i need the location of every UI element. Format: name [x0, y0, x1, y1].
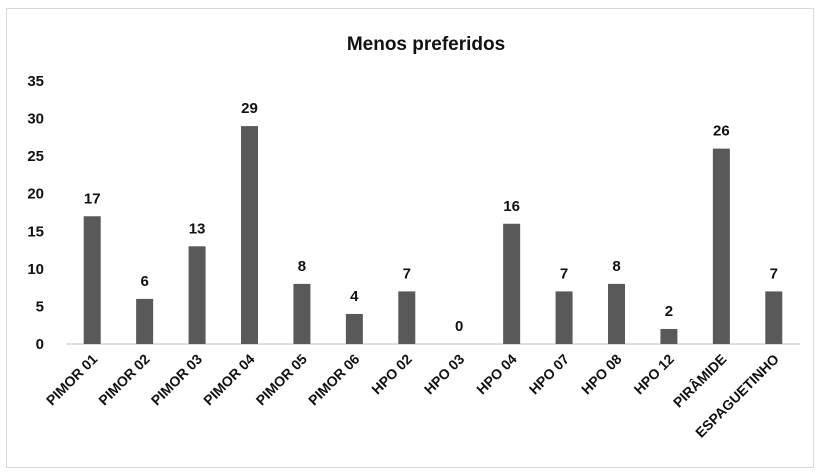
- bar: [503, 223, 521, 344]
- bar: [345, 313, 363, 344]
- x-tick-label: PIMOR 01: [43, 351, 101, 409]
- data-label: 26: [713, 123, 730, 140]
- data-label: 0: [455, 318, 463, 335]
- data-label: 6: [140, 273, 148, 290]
- x-tick-label: HPO 07: [526, 351, 573, 398]
- bar: [398, 291, 416, 344]
- y-axis-ticks: 0 5 10 15 20 25 30 35: [27, 73, 44, 353]
- data-label: 7: [403, 265, 411, 282]
- x-tick-label: HPO 12: [631, 351, 678, 398]
- bar: [188, 246, 206, 344]
- y-tick-label: 0: [36, 336, 44, 353]
- bar: [241, 126, 258, 344]
- data-label: 7: [560, 265, 568, 282]
- y-tick-label: 15: [27, 223, 44, 240]
- x-tick-label: PIMOR 02: [95, 351, 153, 409]
- data-label: 8: [298, 258, 306, 275]
- data-label: 17: [84, 190, 101, 207]
- bar: [136, 298, 154, 344]
- x-tick-label: HPO 03: [421, 351, 468, 398]
- chart-frame: [6, 8, 814, 468]
- data-label: 2: [665, 303, 673, 320]
- bar: [712, 148, 730, 344]
- data-labels: 17 6 13 29 8 4 7 0 16 7 8 2 26 7: [84, 100, 778, 335]
- data-label: 13: [189, 220, 206, 237]
- y-tick-label: 35: [27, 73, 44, 90]
- chart-title: Menos preferidos: [347, 34, 505, 55]
- y-tick-label: 10: [27, 261, 44, 278]
- x-tick-label: PIMOR 06: [305, 351, 363, 409]
- x-tick-label: HPO 08: [578, 351, 625, 398]
- data-label: 4: [350, 288, 359, 305]
- data-label: 16: [503, 198, 520, 215]
- y-tick-label: 5: [36, 298, 44, 315]
- x-tick-label: HPO 02: [368, 351, 415, 398]
- data-label: 8: [612, 258, 620, 275]
- bar: [660, 328, 678, 344]
- x-tick-label: HPO 04: [473, 351, 520, 398]
- bar: [293, 283, 311, 344]
- y-tick-label: 25: [27, 148, 44, 165]
- bar: [608, 283, 625, 344]
- bars: [83, 126, 783, 344]
- bar: [555, 291, 573, 344]
- x-tick-label: PIMOR 05: [253, 351, 311, 409]
- x-tick-label: PIMOR 03: [148, 351, 206, 409]
- bar: [83, 216, 101, 344]
- bar: [765, 291, 783, 344]
- data-label: 7: [770, 265, 778, 282]
- x-tick-label: PIMOR 04: [200, 351, 258, 409]
- data-label: 29: [241, 100, 258, 117]
- y-tick-label: 20: [27, 186, 44, 203]
- y-tick-label: 30: [27, 111, 44, 128]
